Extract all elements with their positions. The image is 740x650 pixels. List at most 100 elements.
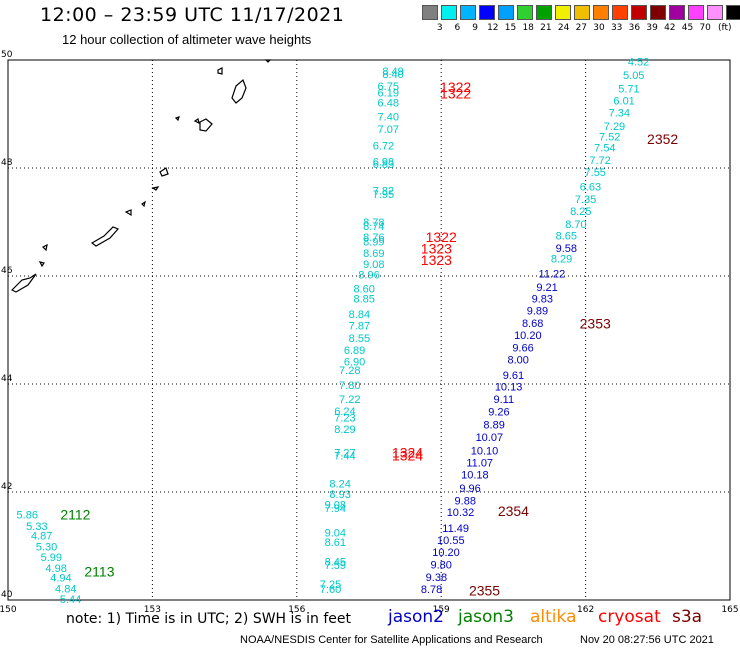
wave-height-value: 8.68 xyxy=(522,318,543,330)
color-scale-tick: 24 xyxy=(557,23,570,33)
wave-height-value: 8.76 xyxy=(363,232,384,244)
wave-height-value: 7.52 xyxy=(599,132,620,144)
chart-title: 12:00 – 23:59 UTC 11/17/2021 xyxy=(40,4,345,26)
color-swatch xyxy=(479,5,495,20)
wave-height-value: 6.75 xyxy=(378,81,399,93)
kuril-island-shape xyxy=(193,118,200,125)
wave-height-value: 8.93 xyxy=(329,489,350,501)
legend-item-altika: altika xyxy=(530,607,577,627)
wave-height-value: 5.05 xyxy=(623,70,644,82)
color-swatch xyxy=(669,5,685,20)
color-swatch xyxy=(460,5,476,20)
legend-item-jason2: jason2 xyxy=(388,607,444,627)
wave-height-value: 7.23 xyxy=(334,412,355,424)
coastline xyxy=(10,59,272,293)
color-swatch xyxy=(612,5,628,20)
color-scale-tick: 21 xyxy=(540,23,552,33)
wave-height-value: 4.87 xyxy=(31,531,52,543)
wave-height-value: 8.78 xyxy=(363,217,384,229)
wave-height-value: 7.29 xyxy=(604,121,625,133)
color-scale-tick: 70 xyxy=(699,23,711,33)
wave-height-value: 8.45 xyxy=(325,557,346,569)
wave-height-value: 10.13 xyxy=(495,382,523,394)
wave-height-value: 8.40 xyxy=(382,69,403,81)
pass-label: 1322 xyxy=(426,229,457,245)
wave-height-value: 5.86 xyxy=(17,510,38,522)
wave-height-value: 8.55 xyxy=(349,333,370,345)
color-swatch xyxy=(422,5,438,20)
pass-label: 2113 xyxy=(84,563,114,579)
color-swatch xyxy=(441,5,457,20)
wave-height-value: 8.96 xyxy=(358,269,379,281)
wave-height-value: 7.54 xyxy=(594,142,615,154)
wave-height-value: 6.98 xyxy=(373,157,394,169)
wave-height-value: 7.60 xyxy=(320,584,341,596)
wave-height-value: 11.07 xyxy=(466,457,493,469)
x-tick-label: 156 xyxy=(288,605,305,615)
wave-height-value: 8.74 xyxy=(363,221,384,233)
wave-height-value: 7.80 xyxy=(339,380,360,392)
wave-height-value: 9.11 xyxy=(493,394,514,406)
color-scale-tick: 33 xyxy=(610,23,623,33)
color-scale-tick: 42 xyxy=(664,23,676,33)
color-swatch xyxy=(555,5,571,20)
wave-height-value: 9.96 xyxy=(459,483,480,495)
color-scale-tick: 15 xyxy=(504,23,517,33)
credit-text: NOAA/NESDIS Center for Satellite Applica… xyxy=(240,634,543,646)
wave-height-value: 7.35 xyxy=(575,194,596,206)
kuril-island-shape xyxy=(174,116,180,122)
color-swatch xyxy=(707,5,723,20)
wave-height-value: 7.22 xyxy=(339,394,360,406)
color-swatch xyxy=(650,5,666,20)
wave-height-value: 5.71 xyxy=(618,84,639,96)
wave-height-value: 10.20 xyxy=(514,330,542,342)
wave-height-values: 8.498.406.756.196.48 7.407.07 6.72 6.986.83… xyxy=(17,57,650,606)
kuril-island-shape xyxy=(264,59,272,63)
wave-height-value: 6.83 xyxy=(373,159,394,171)
wave-height-value: 8.70 xyxy=(565,219,586,231)
wave-height-value: 6.89 xyxy=(344,345,365,357)
wave-height-value: 9.08 xyxy=(325,499,346,511)
wave-height-value: 9.66 xyxy=(512,342,533,354)
wave-height-value: 4.84 xyxy=(55,584,76,596)
wave-height-value: 8.65 xyxy=(556,231,577,243)
wave-height-value: 9.80 xyxy=(430,559,451,571)
pass-label: 1324 xyxy=(392,445,423,461)
y-tick-label: 46 xyxy=(1,266,13,276)
wave-height-value: 9.89 xyxy=(527,306,548,318)
color-scale-tick: 18 xyxy=(522,23,534,33)
wave-height-value: 7.28 xyxy=(339,365,360,377)
wave-height-value: 7.27 xyxy=(334,448,355,460)
wave-height-value: 9.83 xyxy=(532,294,553,306)
wave-height-value: 8.25 xyxy=(570,206,591,218)
color-swatch xyxy=(631,5,647,20)
x-tick-label: 159 xyxy=(433,605,450,615)
wave-height-value: 6.19 xyxy=(378,87,399,99)
x-tick-label: 153 xyxy=(144,605,161,615)
wave-height-value: 8.24 xyxy=(329,478,350,490)
x-tick-label: 150 xyxy=(0,605,17,615)
wave-height-value: 8.89 xyxy=(483,420,504,432)
wave-height-value: 7.59 xyxy=(325,560,346,572)
legend-item-jason3: jason3 xyxy=(458,607,514,627)
color-scale-tick: 27 xyxy=(575,23,588,33)
y-tick-label: 48 xyxy=(1,158,13,168)
color-scale-tick: 12 xyxy=(487,23,499,33)
wave-height-value: 5.33 xyxy=(26,521,47,533)
color-swatch xyxy=(593,5,609,20)
color-swatch xyxy=(498,5,514,20)
note-text: note: 1) Time is in UTC; 2) SWH is in fe… xyxy=(66,611,352,627)
wave-height-value: 9.21 xyxy=(536,282,557,294)
pass-label: 2112 xyxy=(60,507,90,523)
color-scale-tick: 39 xyxy=(646,23,658,33)
wave-height-value: 11.22 xyxy=(539,268,566,280)
chart-subtitle: 12 hour collection of altimeter wave hei… xyxy=(62,32,312,47)
wave-height-value: 8.99 xyxy=(363,236,384,248)
y-tick-label: 50 xyxy=(1,50,13,60)
wave-height-value: 8.29 xyxy=(334,424,355,436)
timestamp-text: Nov 20 08:27:56 UTC 2021 xyxy=(580,634,714,646)
color-swatch xyxy=(688,5,704,20)
wave-height-value: 7.95 xyxy=(373,189,394,201)
wave-height-value: 7.25 xyxy=(320,579,341,591)
